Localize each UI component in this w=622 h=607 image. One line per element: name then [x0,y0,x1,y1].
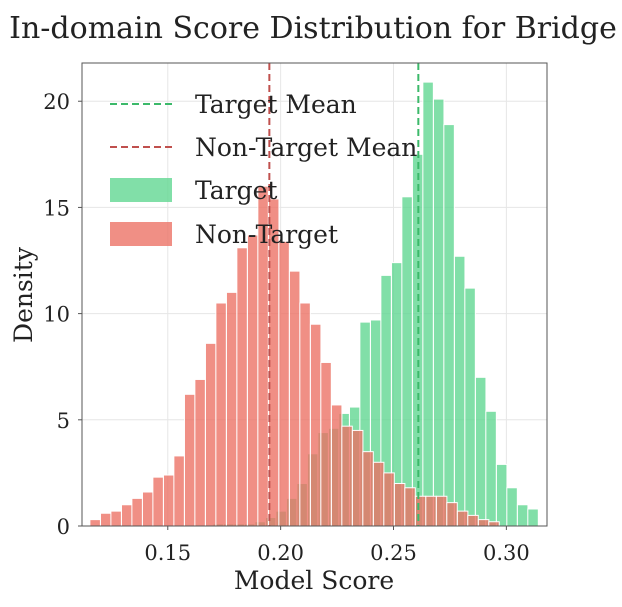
target-bar-23 [453,255,466,527]
non-target-bar-11 [204,342,217,527]
non-target-bar-35 [456,510,469,527]
non-target-bar-33 [435,495,448,527]
non-target-bar-23 [330,404,343,527]
x-tick-label-1: 0.20 [257,541,304,565]
non-target-bar-25 [351,429,364,527]
y-tick-label-1: 5 [57,409,70,433]
legend-label-target-mean: Target Mean [195,90,357,119]
non-target-bar-32 [425,495,437,527]
non-target-bar-19 [288,270,301,527]
target-bar-20 [422,81,434,527]
legend-label-non-target-mean: Non-Target Mean [195,133,417,162]
non-target-bar-26 [362,451,374,527]
non-target-bar-37 [477,519,490,527]
target-bar-29 [516,504,529,527]
non-target-bar-28 [383,472,395,527]
x-axis-ticks: 0.15 0.20 0.25 0.30 [144,526,530,565]
non-target-bar-9 [183,393,196,527]
non-target-bar-24 [341,425,353,527]
target-bar-26 [485,410,497,527]
y-tick-label-3: 15 [43,196,70,220]
y-axis-label: Density [9,246,38,343]
target-bar-18 [401,196,413,527]
non-target-bar-30 [404,487,416,527]
non-target-bar-29 [393,483,406,527]
non-target-bar-5 [141,491,154,527]
non-target-bar-2 [110,510,122,527]
non-target-bar-3 [121,504,133,527]
x-tick-label-3: 0.30 [483,541,530,565]
x-tick-label-2: 0.25 [370,541,417,565]
non-target-bar-31 [414,495,427,527]
target-bar-22 [443,124,455,527]
non-target-bar-27 [372,461,385,527]
legend: Target Mean Non-Target Mean Target Non-Targ… [110,90,417,249]
non-target-bar-13 [225,291,238,527]
non-target-bar-34 [446,502,458,527]
target-bar-21 [432,98,445,527]
x-axis-label: Model Score [234,566,394,595]
y-tick-label-0: 0 [57,515,70,539]
non-target-bar-7 [162,474,175,527]
y-axis-ticks: 0 5 10 15 20 [43,90,82,539]
non-target-bar-12 [215,302,227,527]
legend-label-non-target: Non-Target [195,220,338,249]
target-bar-25 [474,376,487,527]
target-bar-27 [495,463,508,527]
non-target-histogram [89,185,500,527]
legend-swatch-non-target [110,222,172,246]
non-target-bar-15 [246,234,259,527]
legend-label-target: Target [195,176,277,205]
target-bar-28 [506,487,518,527]
target-bar-30 [527,508,539,527]
y-tick-label-2: 10 [43,303,70,327]
non-target-bar-36 [467,514,479,527]
plot-frame [81,62,548,527]
non-target-bar-4 [131,497,143,527]
target-bar-24 [464,287,476,527]
non-target-bar-20 [299,302,311,527]
non-target-bar-21 [309,323,322,527]
non-target-bar-38 [488,521,500,527]
non-target-bar-14 [236,247,248,527]
chart-title: In-domain Score Distribution for Bridge [9,11,617,46]
non-target-bar-6 [152,476,164,527]
legend-swatch-target [110,178,172,202]
mean-lines [268,63,420,526]
non-target-bar-0 [89,519,101,527]
non-target-bar-8 [173,455,185,527]
non-target-bar-22 [320,361,332,527]
non-target-bar-18 [278,240,290,527]
non-target-bar-1 [100,512,112,527]
y-tick-label-4: 20 [43,90,70,114]
non-target-bar-10 [194,378,206,527]
x-tick-label-0: 0.15 [144,541,191,565]
